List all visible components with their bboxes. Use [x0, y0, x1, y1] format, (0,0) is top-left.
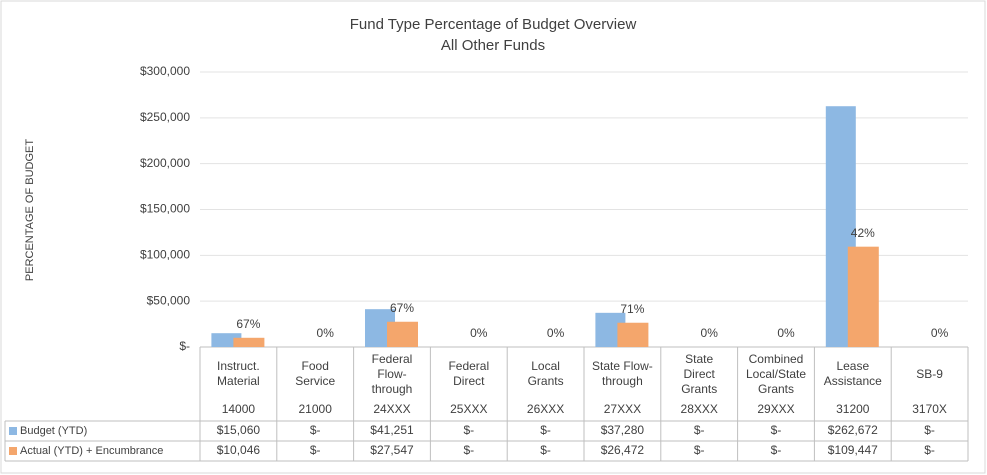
percent-label: 67%	[390, 301, 414, 315]
x-tick-label: State Direct Grants	[681, 351, 718, 396]
percent-label: 0%	[470, 326, 488, 340]
x-tick-label: Combined Local/State Grants	[745, 351, 807, 396]
y-tick-label: $150,000	[140, 202, 190, 216]
category-cell: Combined Local/State Grants	[745, 351, 807, 396]
y-tick-label: $50,000	[147, 293, 191, 307]
x-tick-label: State Flow-through	[592, 359, 653, 388]
value-label: $-	[463, 443, 474, 457]
category-cell: Food Service	[295, 359, 336, 388]
percent-label: 67%	[236, 317, 260, 331]
value-label: $109,447	[828, 443, 878, 457]
value-label: $15,060	[217, 423, 261, 437]
value-label: $-	[924, 443, 935, 457]
value-label: $-	[771, 423, 782, 437]
bar	[387, 321, 418, 347]
category-cell: State Direct Grants	[681, 351, 718, 396]
code-label: 25XXX	[450, 402, 487, 416]
percent-label: 0%	[547, 326, 565, 340]
code-label: 29XXX	[757, 402, 794, 416]
value-label: $-	[310, 423, 321, 437]
percent-label: 0%	[931, 326, 949, 340]
legend-swatch	[9, 427, 17, 435]
chart-title: Fund Type Percentage of Budget Overview	[350, 16, 637, 33]
category-cell: Instruct. Material	[217, 359, 260, 388]
y-tick-label: $250,000	[140, 110, 190, 124]
x-tick-label: Lease Assistance	[823, 359, 882, 388]
value-label: $26,472	[601, 443, 645, 457]
legend-label: Actual (YTD) + Encumbrance	[20, 445, 163, 457]
value-label: $41,251	[370, 423, 414, 437]
percent-label: 0%	[317, 326, 335, 340]
legend-label: Budget (YTD)	[20, 425, 87, 437]
y-tick-label: $300,000	[140, 64, 190, 78]
code-label: 28XXX	[681, 402, 718, 416]
value-label: $-	[924, 423, 935, 437]
x-tick-label: Local Grants	[527, 359, 564, 388]
code-label: 24XXX	[373, 402, 410, 416]
percent-label: 0%	[701, 326, 719, 340]
value-label: $10,046	[217, 443, 261, 457]
x-tick-label: Federal Direct	[448, 359, 490, 388]
percent-label: 71%	[620, 302, 644, 316]
value-label: $-	[310, 443, 321, 457]
category-cell: State Flow-through	[592, 359, 653, 388]
code-label: 14000	[222, 402, 256, 416]
percent-label: 0%	[777, 326, 795, 340]
x-tick-label: Federal Flow-through	[371, 351, 413, 396]
value-label: $37,280	[601, 423, 645, 437]
y-axis-label: PERCENTAGE OF BUDGET	[24, 139, 36, 281]
x-tick-label: SB-9	[916, 366, 943, 381]
code-label: 27XXX	[604, 402, 641, 416]
percent-label: 42%	[851, 226, 875, 240]
value-label: $-	[540, 423, 551, 437]
value-label: $27,547	[370, 443, 414, 457]
category-cell: Local Grants	[527, 359, 564, 388]
value-label: $-	[463, 423, 474, 437]
value-label: $-	[694, 423, 705, 437]
category-cell: Federal Direct	[448, 359, 490, 388]
y-tick-label: $200,000	[140, 156, 190, 170]
y-tick-label: $100,000	[140, 248, 190, 262]
x-tick-label: Food Service	[295, 359, 336, 388]
category-cell: Federal Flow-through	[371, 351, 413, 396]
code-label: 26XXX	[527, 402, 564, 416]
value-label: $262,672	[828, 423, 878, 437]
code-label: 31200	[836, 402, 870, 416]
category-cell: Lease Assistance	[823, 359, 882, 388]
bar	[617, 322, 649, 347]
chart-subtitle: All Other Funds	[441, 37, 545, 54]
legend-swatch	[9, 447, 17, 455]
x-tick-label: Instruct. Material	[217, 359, 260, 388]
bar	[847, 246, 879, 347]
value-label: $-	[694, 443, 705, 457]
value-label: $-	[771, 443, 782, 457]
code-label: 3170X	[912, 402, 947, 416]
value-label: $-	[540, 443, 551, 457]
code-label: 21000	[299, 402, 333, 416]
category-cell: SB-9	[916, 366, 943, 381]
y-tick-label: $-	[179, 339, 190, 353]
bar	[233, 337, 265, 347]
